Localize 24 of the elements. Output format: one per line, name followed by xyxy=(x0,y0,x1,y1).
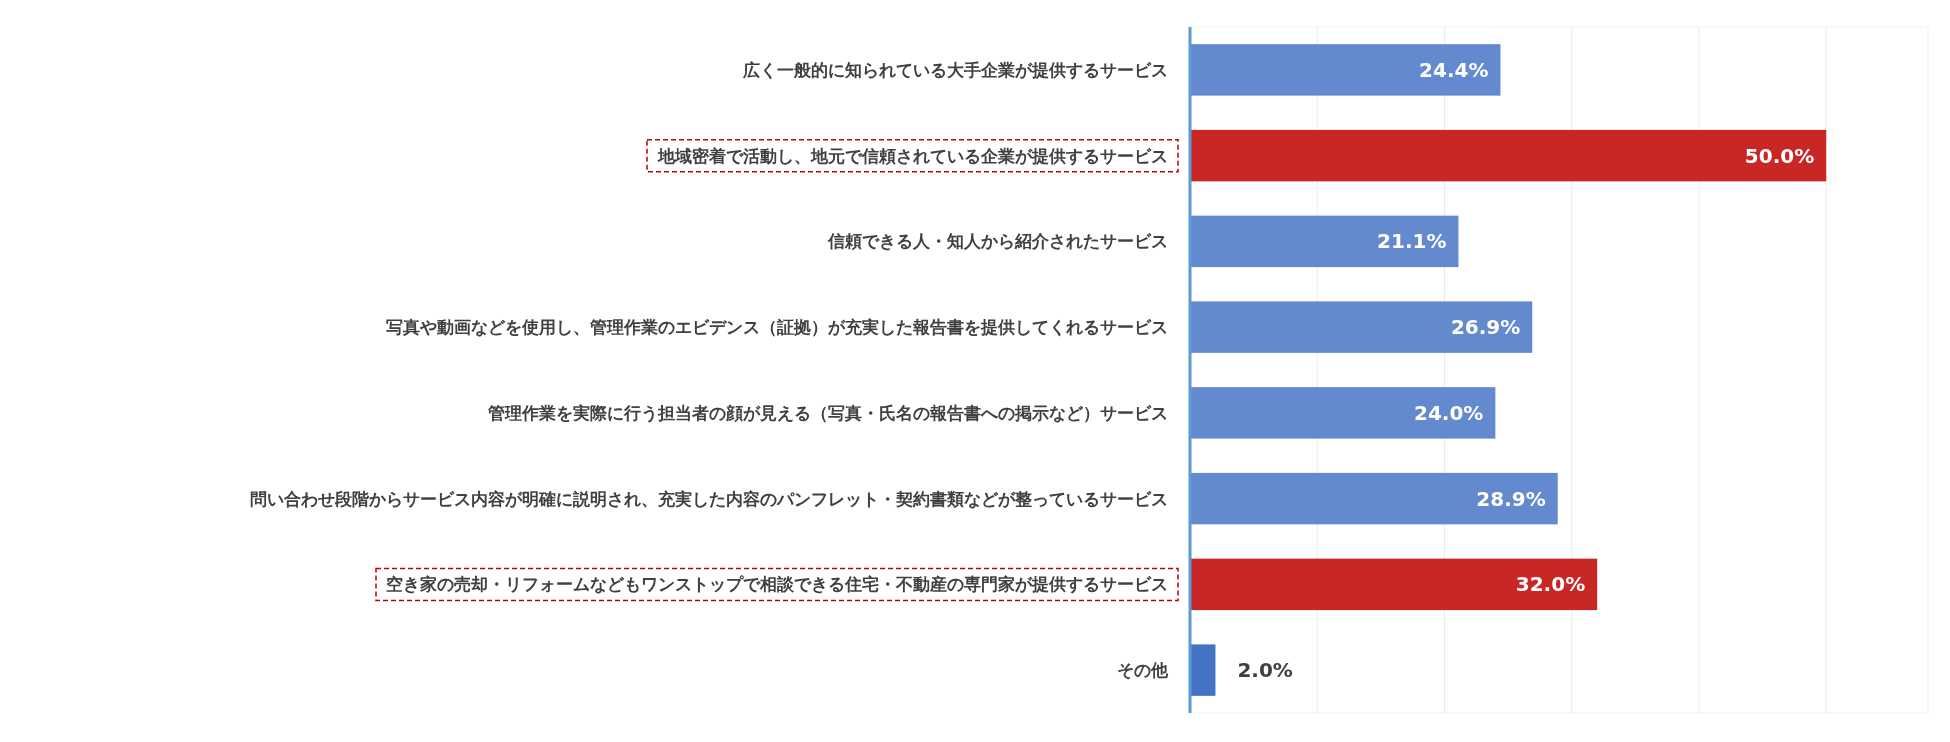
y-tick-label: 写真や動画などを使用し、管理作業のエビデンス（証拠）が充実した報告書を提供してくれるサービス xyxy=(386,317,1168,338)
data-label: 21.1% xyxy=(1377,229,1447,254)
bar xyxy=(1190,129,1827,182)
bar xyxy=(1190,472,1558,525)
data-label: 2.0% xyxy=(1237,658,1293,683)
y-tick-label: 地域密着で活動し、地元で信頼されている企業が提供するサービス xyxy=(657,145,1168,166)
data-label: 28.9% xyxy=(1476,486,1546,511)
bar xyxy=(1190,301,1533,353)
data-label: 50.0% xyxy=(1744,143,1815,168)
data-label: 26.9% xyxy=(1450,315,1521,340)
data-label: 24.0% xyxy=(1413,400,1484,425)
y-tick-label: 管理作業を実際に行う担当者の顔が見える（写真・氏名の報告書への掲示など）サービス xyxy=(487,402,1168,423)
bar xyxy=(1190,558,1598,611)
y-tick-label: その他 xyxy=(1117,660,1169,681)
bar xyxy=(1190,644,1216,696)
data-label: 24.4% xyxy=(1419,57,1489,82)
bar xyxy=(1190,215,1459,268)
bar xyxy=(1190,387,1496,439)
data-label: 32.0% xyxy=(1515,572,1586,597)
y-tick-label: 問い合わせ段階からサービス内容が明確に説明され、充実した内容のパンフレット・契約書類などが整っているサービス xyxy=(250,488,1168,509)
y-tick-label: 広く一般的に知られている大手企業が提供するサービス xyxy=(742,59,1168,80)
y-tick-label: 信頼できる人・知人から紹介されたサービス xyxy=(827,231,1168,252)
y-tick-label: 空き家の売却・リフォームなどもワンストップで相談できる住宅・不動産の専門家が提供するサービス xyxy=(386,574,1168,595)
bar xyxy=(1190,44,1501,96)
